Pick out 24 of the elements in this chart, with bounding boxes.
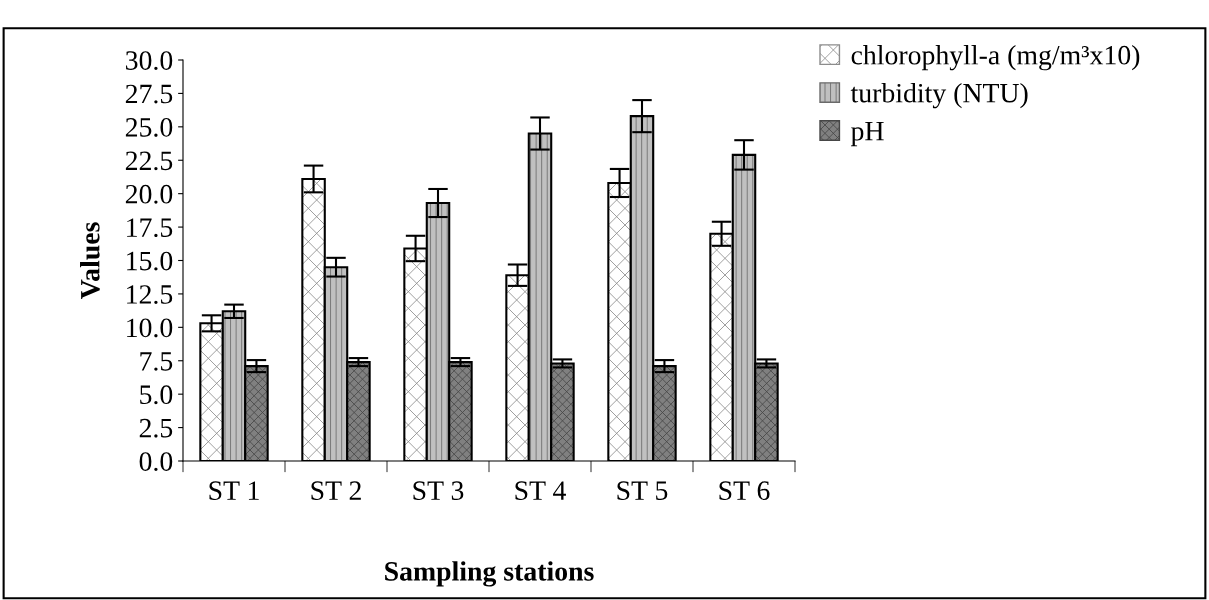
x-tick-label: ST 6 [719, 481, 770, 500]
legend-label: chlorophyll-a (mg/m³x10) [851, 45, 1140, 71]
y-tick-label: 7.5 [140, 352, 173, 371]
y-tick-label: 20.0 [125, 184, 173, 204]
y-tick-label: 2.5 [139, 418, 173, 438]
x-tick-label: ST 3 [413, 481, 464, 500]
x-axis-title: Sampling stations [385, 561, 594, 587]
y-tick-label: 27.5 [125, 84, 173, 104]
y-tick-label: 22.5 [125, 151, 173, 171]
legend-label: turbidity (NTU) [850, 83, 1028, 109]
y-tick-label: 25.0 [125, 118, 173, 137]
y-tick-label: 5.0 [140, 385, 173, 405]
x-tick-label: ST 4 [515, 481, 566, 500]
y-tick-label: 10.0 [127, 318, 173, 338]
x-tick-label: ST 5 [617, 481, 668, 500]
x-tick-label: ST 2 [311, 481, 361, 500]
y-axis-title: Values [80, 222, 100, 300]
y-tick-label: 0.0 [139, 452, 173, 472]
y-tick-label: 15.0 [127, 251, 173, 271]
y-tick-label: 17.5 [127, 218, 173, 238]
y-tick-label: 12.5 [127, 285, 173, 304]
y-tick-label: 30.0 [125, 51, 173, 71]
legend-label: pH [851, 122, 884, 147]
x-tick-label: ST 1 [209, 481, 259, 500]
